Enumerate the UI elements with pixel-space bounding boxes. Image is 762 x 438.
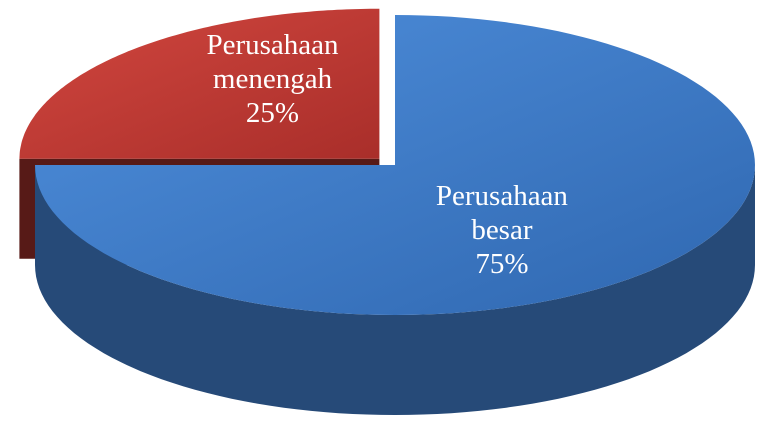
pie-slice <box>19 8 380 159</box>
slice-value: 75% <box>475 247 529 280</box>
slice-name: Perusahaan menengah <box>206 29 339 96</box>
slice-value: 25% <box>245 97 300 130</box>
data-label: Perusahaan besar 75% <box>407 179 597 281</box>
slice-side <box>35 165 755 415</box>
pie-slice <box>35 15 755 315</box>
data-label: Perusahaan menengah 25% <box>178 28 368 130</box>
slice-name: Perusahaan besar <box>435 179 568 246</box>
